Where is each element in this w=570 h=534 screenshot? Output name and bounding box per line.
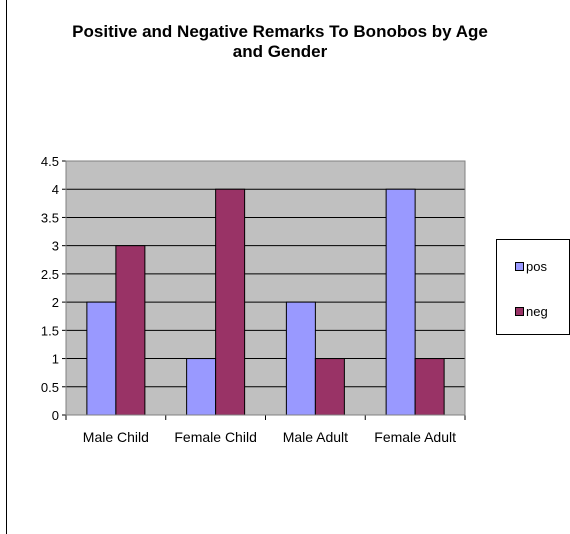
x-tick-label: Male Adult — [283, 429, 348, 445]
y-tick-label: 4 — [52, 182, 59, 197]
x-tick-label: Male Child — [83, 429, 149, 445]
y-tick-label: 0 — [52, 408, 59, 423]
legend-item-neg: neg — [515, 304, 548, 319]
bar-pos-male-child — [86, 301, 117, 416]
legend-swatch-pos — [515, 262, 524, 271]
legend-item-pos: pos — [515, 259, 547, 274]
chart-title: Positive and Negative Remarks To Bonobos… — [72, 22, 488, 61]
y-tick-label: 2.5 — [41, 267, 59, 282]
y-tick-label: 1 — [52, 352, 59, 367]
bar-neg-female-child — [215, 188, 246, 416]
y-tick-label: 4.5 — [41, 154, 59, 169]
bar-pos-female-child — [186, 358, 217, 416]
bar-pos-male-adult — [285, 301, 316, 416]
y-tick-label: 2 — [52, 295, 59, 310]
y-tick-label: 1.5 — [41, 323, 59, 338]
legend-swatch-neg — [515, 307, 524, 316]
bar-pos-female-adult — [385, 188, 416, 416]
legend-label-neg: neg — [526, 304, 548, 319]
legend: pos neg — [496, 239, 570, 335]
bar-neg-female-adult — [414, 358, 445, 416]
legend-label-pos: pos — [526, 259, 547, 274]
y-tick-label: 0.5 — [41, 380, 59, 395]
y-tick-label: 3.5 — [41, 210, 59, 225]
y-tick-label: 3 — [52, 239, 59, 254]
x-tick-label: Female Child — [174, 429, 256, 445]
x-tick-label: Female Adult — [374, 429, 456, 445]
bar-neg-male-adult — [314, 358, 345, 416]
bar-neg-male-child — [115, 245, 146, 416]
plot-border — [65, 160, 466, 416]
chart-frame-border — [6, 0, 7, 534]
